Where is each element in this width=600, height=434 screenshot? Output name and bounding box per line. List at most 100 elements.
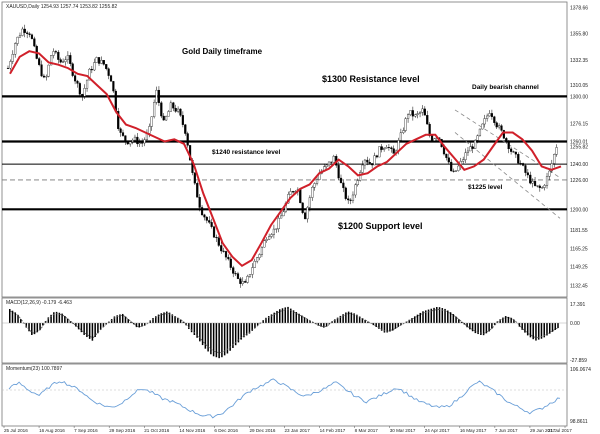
x-tick-label: 7 Jun 2017 [495, 428, 518, 433]
candle-up [313, 183, 316, 188]
annotation-1225-level: $1225 level [468, 184, 503, 191]
x-axis-ticks: 25 Jul 2016 16 Aug 2016 7 Sep 2016 29 Sep 2… [3, 426, 572, 433]
macd-bar [336, 317, 339, 323]
macd-bar [240, 323, 242, 340]
annotation-1200-support: $1200 Support level [338, 221, 423, 231]
candle-down [220, 245, 223, 252]
macd-bar [113, 316, 116, 323]
macd-bar [155, 316, 157, 323]
macd-bar [499, 319, 501, 323]
macd-bar [177, 317, 179, 323]
candle-down [215, 237, 218, 239]
candle-up [131, 139, 134, 142]
macd-bar [427, 309, 430, 323]
macd-bar [121, 313, 124, 323]
x-tick-label: 29 Sep 2016 [109, 428, 136, 433]
candle-up [406, 114, 410, 119]
candle-up [378, 146, 381, 158]
macd-bar [97, 323, 99, 334]
x-tick-label: 30 Mar 2017 [390, 428, 416, 433]
candle-up [100, 60, 103, 64]
candle-up [165, 116, 168, 121]
macd-bar [182, 321, 185, 323]
macd-bar [449, 312, 452, 323]
candle-down [519, 163, 522, 165]
candle-down [203, 214, 206, 218]
candle-down [387, 147, 390, 148]
candle-down [42, 75, 46, 78]
candle-down [349, 199, 352, 201]
candle-down [121, 132, 125, 136]
candle-down [208, 220, 211, 223]
candle-down [502, 130, 505, 139]
candle-down [78, 83, 81, 95]
macd-bar [53, 312, 55, 323]
macd-bar [524, 323, 526, 333]
x-tick-label: 14 Nov 2016 [179, 428, 205, 433]
candle-up [474, 140, 477, 149]
candle-up [383, 147, 386, 150]
candle-up [404, 118, 407, 131]
macd-bar [99, 323, 102, 330]
macd-bar [455, 316, 457, 323]
candle-down [157, 89, 161, 103]
candle-down [366, 159, 369, 163]
moving-average-line [9, 50, 562, 268]
candle-down [107, 68, 110, 76]
candle-down [500, 125, 503, 131]
macd-bar [64, 316, 66, 323]
macd-bar [141, 323, 143, 327]
macd-bar [124, 316, 127, 323]
macd-bar [460, 321, 463, 323]
macd-bar [276, 310, 278, 323]
macd-bar [196, 323, 198, 338]
candle-down [141, 142, 144, 144]
macd-bar [493, 323, 496, 325]
macd-bar [105, 323, 107, 325]
macd-bar [130, 321, 132, 323]
candle-up [66, 55, 69, 60]
candle-up [14, 43, 17, 55]
candle-down [23, 28, 26, 33]
y-tick-label: 1378.66 [570, 6, 588, 12]
macd-bar [303, 317, 306, 323]
candle-down [160, 102, 163, 117]
macd-bar [540, 323, 543, 339]
macd-bar [537, 323, 540, 340]
candle-up [498, 125, 501, 128]
candle-up [47, 64, 50, 77]
candle-down [538, 185, 541, 189]
candle-up [476, 135, 479, 141]
y-tick-label: 1240.00 [570, 162, 588, 168]
candle-up [95, 57, 98, 63]
macd-bar [174, 316, 176, 323]
candle-down [90, 68, 93, 71]
macd-bar [290, 308, 292, 323]
macd-bar [400, 323, 402, 326]
macd-panel-frame [1, 297, 568, 364]
candles-group [6, 24, 558, 288]
macd-bar [358, 316, 361, 323]
macd-bar [477, 323, 479, 335]
macd-bar [413, 316, 416, 323]
macd-bar [295, 312, 298, 323]
x-tick-label: 23 Jan 2017 [285, 428, 311, 433]
macd-bar [215, 323, 218, 358]
y-tick-label: 1300.00 [570, 94, 588, 100]
candle-down [337, 165, 340, 179]
candle-down [196, 183, 199, 198]
macd-y-tick-label: -27.859 [570, 358, 587, 364]
candle-down [392, 148, 395, 154]
candle-down [291, 191, 295, 193]
macd-bar [554, 323, 557, 330]
candle-down [507, 140, 510, 150]
macd-bar [210, 323, 212, 355]
macd-bar [278, 309, 281, 323]
candle-down [69, 55, 72, 64]
candle-up [138, 142, 141, 145]
macd-bar [160, 313, 163, 323]
x-tick-label: 14 Feb 2017 [320, 428, 346, 433]
candle-up [481, 123, 484, 130]
candle-down [57, 51, 60, 60]
macd-bar [61, 313, 63, 323]
